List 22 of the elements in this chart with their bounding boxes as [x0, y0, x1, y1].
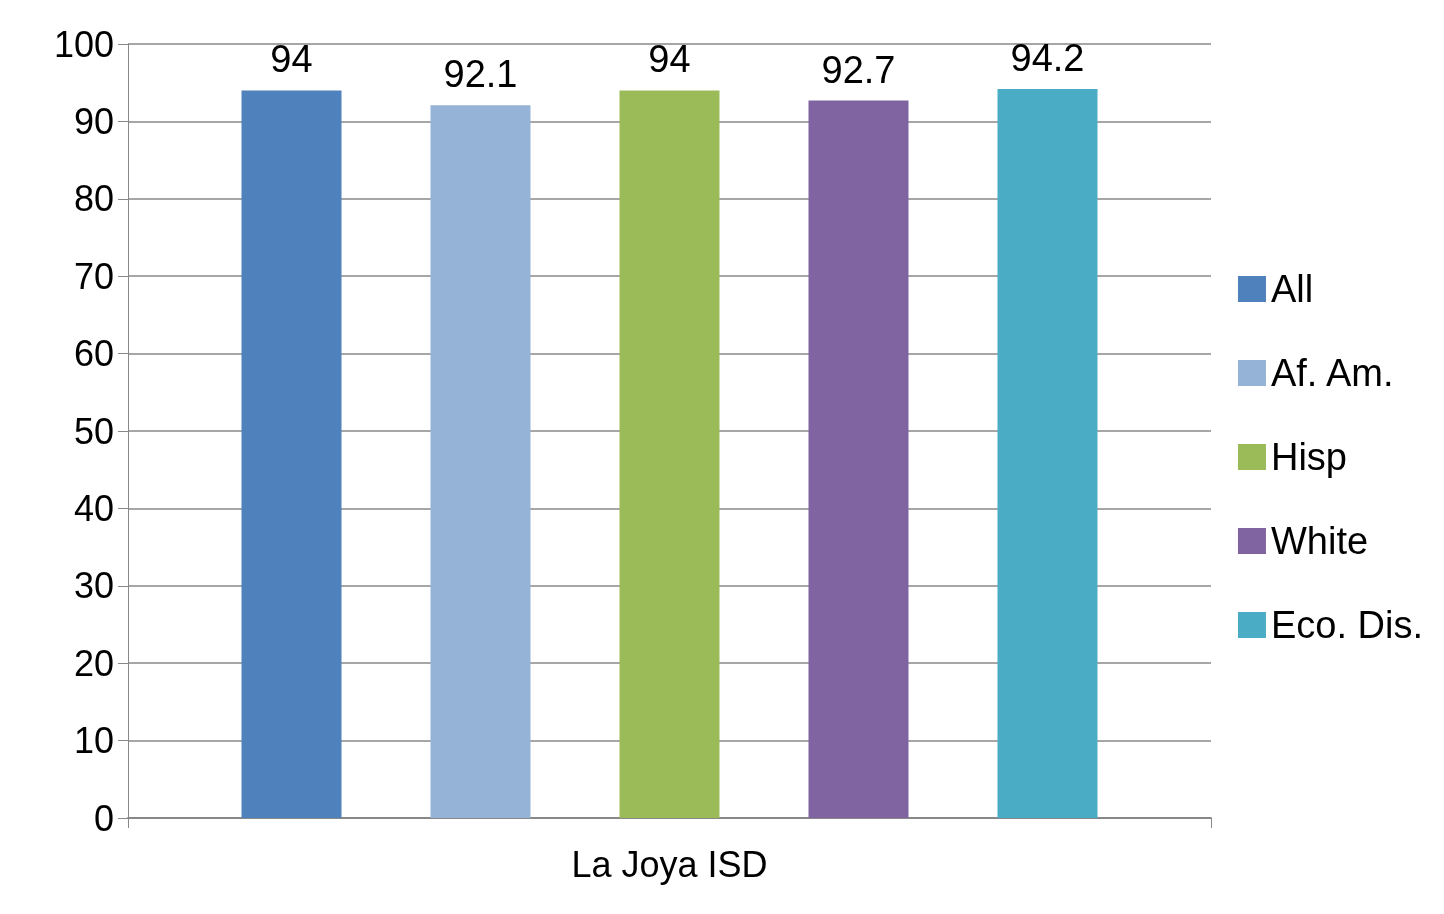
y-tick-label: 100: [53, 23, 114, 65]
y-tick-label: 80: [73, 178, 114, 220]
y-tick-label: 90: [73, 100, 114, 142]
legend-label: Hisp: [1270, 436, 1347, 478]
y-tick-label: 60: [73, 333, 114, 375]
legend-label: Af. Am.: [1270, 352, 1394, 394]
y-tick-label: 20: [73, 642, 114, 684]
data-label: 92.1: [443, 53, 518, 96]
data-label: 94.2: [1010, 36, 1085, 79]
y-tick-label: 30: [73, 565, 114, 607]
y-tick-label: 70: [73, 255, 114, 297]
y-tick-label: 0: [93, 797, 114, 839]
y-tick-label: 10: [73, 720, 114, 762]
data-label: 94: [648, 38, 691, 81]
y-tick-label: 40: [73, 487, 114, 529]
legend-label: Eco. Dis.: [1270, 604, 1424, 646]
data-label: 92.7: [821, 48, 896, 91]
y-tick-label: 50: [73, 410, 114, 452]
x-tick-label: La Joya ISD: [571, 843, 768, 885]
legend-label: All: [1270, 268, 1314, 310]
data-label: 94: [270, 38, 313, 81]
legend-label: White: [1270, 520, 1369, 562]
